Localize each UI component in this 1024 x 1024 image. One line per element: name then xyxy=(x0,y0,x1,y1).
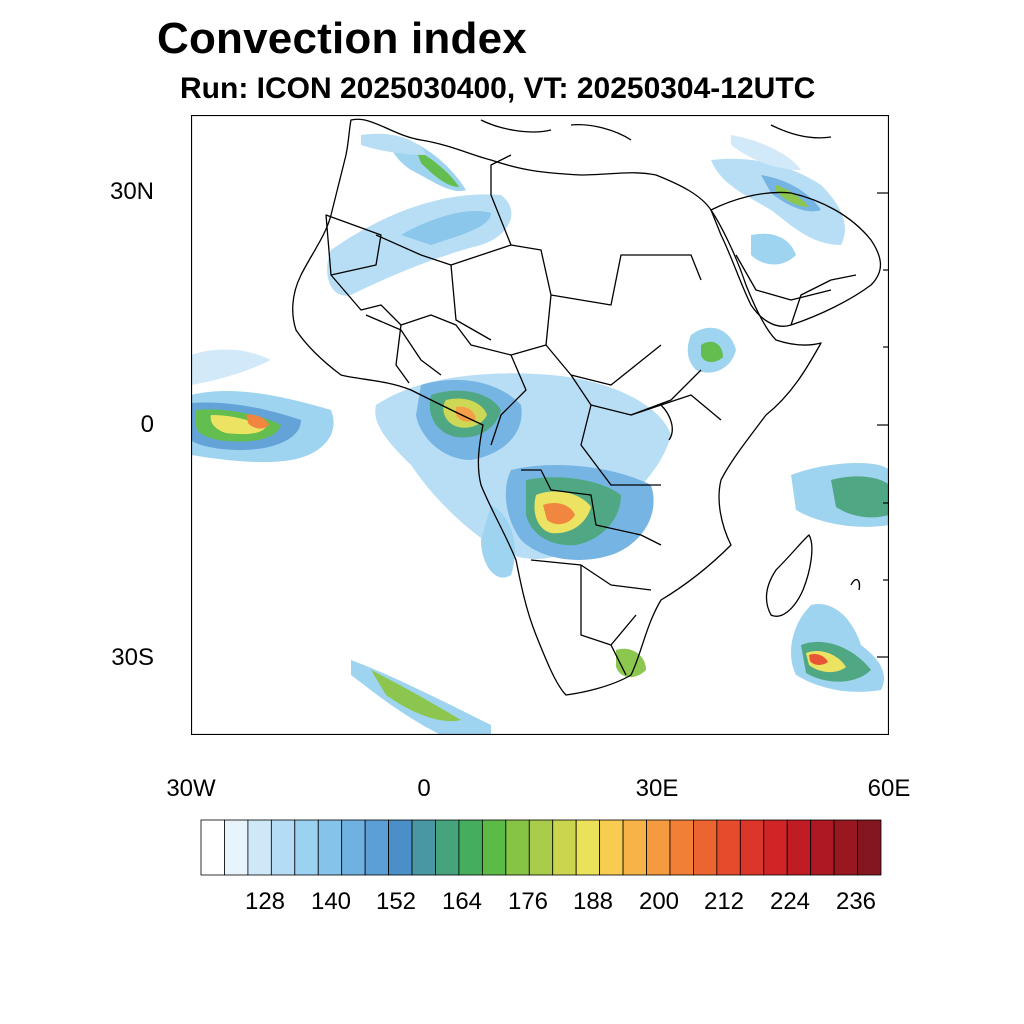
colorbar-swatch xyxy=(388,819,413,876)
colorbar-swatch xyxy=(364,819,389,876)
colorbar-swatch xyxy=(247,819,272,876)
lon-label-60e: 60E xyxy=(867,775,911,802)
colorbar-label-212: 212 xyxy=(703,888,745,915)
chart-title: Convection index xyxy=(157,14,527,63)
colorbar-swatches xyxy=(200,819,882,876)
colorbar-label-128: 128 xyxy=(244,888,286,915)
colorbar-label-188: 188 xyxy=(572,888,614,915)
colorbar-swatch xyxy=(411,819,436,876)
colorbar-swatch xyxy=(810,819,835,876)
colorbar-swatch xyxy=(505,819,530,876)
colorbar-swatch xyxy=(294,819,319,876)
colorbar-swatch xyxy=(599,819,624,876)
convection-shading xyxy=(191,133,889,735)
colorbar-swatch xyxy=(739,819,765,876)
lat-label-30s: 30S xyxy=(111,644,154,671)
colorbar-swatch xyxy=(786,819,812,876)
map-panel xyxy=(191,115,889,735)
axis-ticks xyxy=(877,192,889,658)
coastlines-borders xyxy=(292,118,882,696)
colorbar-label-176: 176 xyxy=(507,888,549,915)
colorbar-swatch xyxy=(552,819,577,876)
colorbar-swatch xyxy=(317,819,343,876)
colorbar-swatch xyxy=(693,819,718,876)
lon-label-30w: 30W xyxy=(166,775,216,802)
colorbar-swatch xyxy=(270,819,296,876)
colorbar xyxy=(200,819,882,882)
colorbar-swatch xyxy=(435,819,460,876)
colorbar-label-236: 236 xyxy=(835,888,877,915)
colorbar-swatch xyxy=(200,819,225,876)
chart-subtitle: Run: ICON 2025030400, VT: 20250304-12UTC xyxy=(180,72,816,105)
colorbar-swatch xyxy=(341,819,366,876)
colorbar-swatch xyxy=(481,819,507,876)
colorbar-swatch xyxy=(646,819,671,876)
lon-label-0: 0 xyxy=(417,775,431,802)
colorbar-label-224: 224 xyxy=(769,888,811,915)
lat-label-0: 0 xyxy=(140,411,154,438)
colorbar-swatch xyxy=(528,819,554,876)
colorbar-label-152: 152 xyxy=(375,888,417,915)
lat-label-30n: 30N xyxy=(109,178,154,205)
colorbar-swatch xyxy=(763,819,788,876)
colorbar-swatch xyxy=(716,819,741,876)
colorbar-swatch xyxy=(575,819,601,876)
colorbar-swatch xyxy=(224,819,249,876)
colorbar-label-200: 200 xyxy=(638,888,680,915)
colorbar-swatch xyxy=(669,819,694,876)
colorbar-label-140: 140 xyxy=(310,888,352,915)
colorbar-swatch xyxy=(857,819,882,876)
colorbar-swatch xyxy=(622,819,647,876)
lon-label-30e: 30E xyxy=(635,775,679,802)
colorbar-swatch xyxy=(458,819,483,876)
colorbar-label-164: 164 xyxy=(441,888,483,915)
colorbar-swatch xyxy=(833,819,858,876)
